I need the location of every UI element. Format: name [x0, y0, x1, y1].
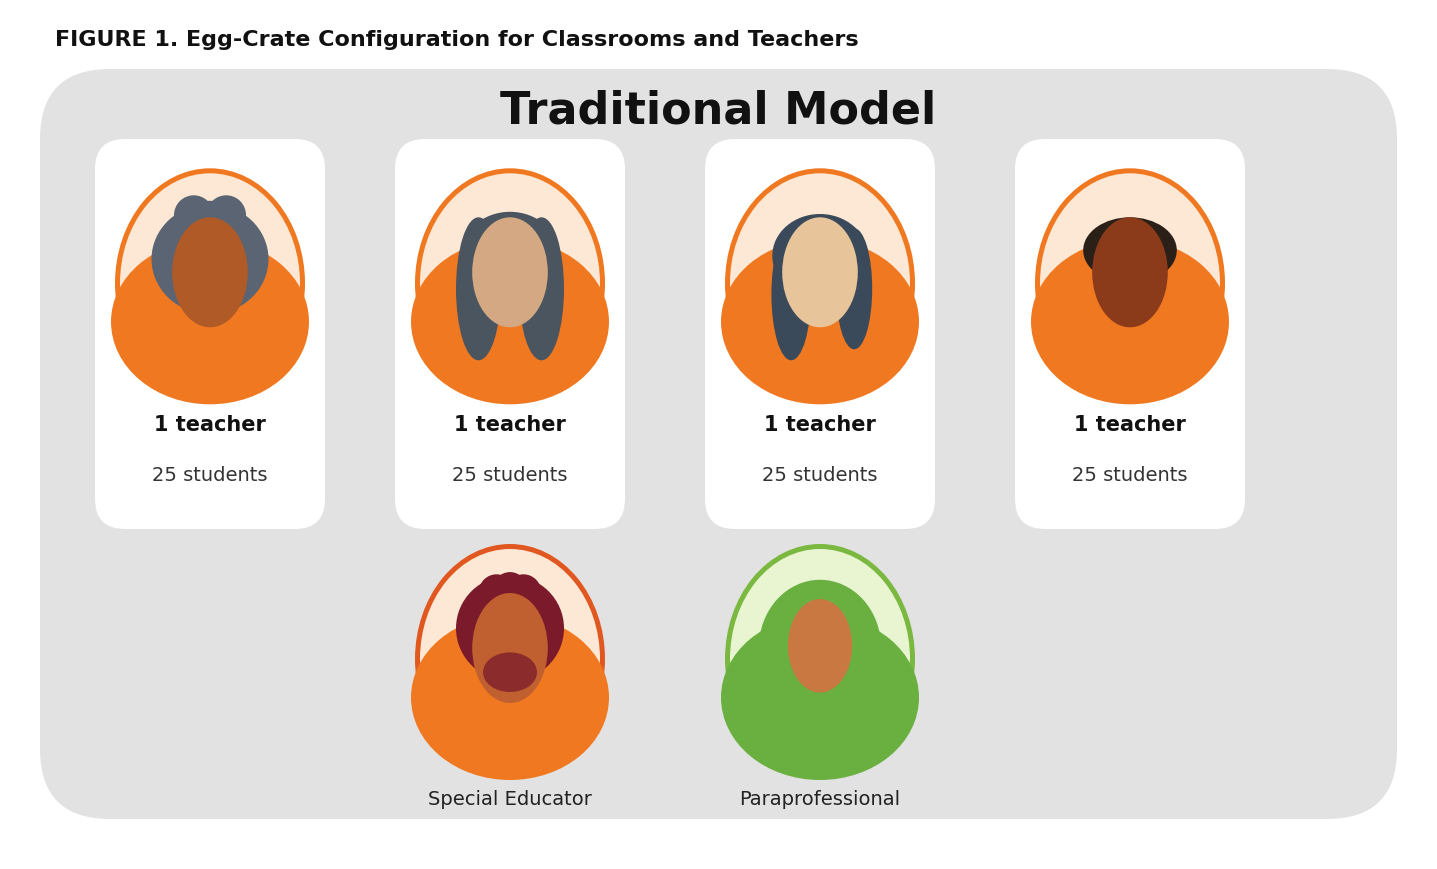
Text: 25 students: 25 students [453, 466, 568, 484]
Ellipse shape [411, 240, 609, 405]
Ellipse shape [479, 574, 514, 612]
Ellipse shape [420, 174, 601, 394]
Ellipse shape [190, 202, 230, 241]
Ellipse shape [111, 240, 309, 405]
Ellipse shape [1083, 218, 1177, 284]
Text: Special Educator: Special Educator [428, 789, 592, 808]
FancyBboxPatch shape [395, 140, 625, 529]
Ellipse shape [517, 611, 553, 648]
Ellipse shape [1092, 218, 1168, 328]
Ellipse shape [721, 240, 920, 405]
Ellipse shape [491, 573, 527, 610]
FancyBboxPatch shape [706, 140, 935, 529]
FancyBboxPatch shape [95, 140, 325, 529]
Ellipse shape [217, 229, 257, 269]
Ellipse shape [483, 653, 537, 693]
Ellipse shape [730, 174, 910, 394]
Ellipse shape [506, 574, 542, 612]
Ellipse shape [467, 611, 503, 648]
Text: 1 teacher: 1 teacher [454, 415, 566, 434]
Ellipse shape [1040, 174, 1220, 394]
Ellipse shape [782, 218, 858, 328]
Text: 1 teacher: 1 teacher [1073, 415, 1186, 434]
Text: Traditional Model: Traditional Model [500, 90, 937, 133]
Ellipse shape [772, 229, 810, 361]
FancyBboxPatch shape [40, 70, 1397, 819]
Ellipse shape [456, 576, 563, 681]
Ellipse shape [164, 229, 203, 269]
Ellipse shape [473, 218, 547, 328]
Ellipse shape [121, 174, 300, 394]
Text: Paraprofessional: Paraprofessional [740, 789, 901, 808]
Text: 1 teacher: 1 teacher [154, 415, 266, 434]
Ellipse shape [115, 169, 305, 399]
Ellipse shape [411, 615, 609, 780]
Ellipse shape [836, 229, 872, 350]
Ellipse shape [415, 169, 605, 399]
Ellipse shape [721, 615, 920, 780]
Ellipse shape [172, 218, 247, 328]
Ellipse shape [207, 196, 246, 235]
Ellipse shape [415, 544, 605, 774]
Text: FIGURE 1. Egg-Crate Configuration for Classrooms and Teachers: FIGURE 1. Egg-Crate Configuration for Cl… [55, 30, 859, 50]
Ellipse shape [730, 549, 910, 769]
FancyBboxPatch shape [1015, 140, 1244, 529]
Ellipse shape [456, 218, 502, 361]
Ellipse shape [759, 580, 881, 716]
Ellipse shape [726, 544, 915, 774]
Ellipse shape [174, 196, 214, 235]
Ellipse shape [473, 594, 547, 703]
Ellipse shape [1035, 169, 1224, 399]
Text: 25 students: 25 students [762, 466, 878, 484]
Ellipse shape [151, 205, 269, 315]
Ellipse shape [726, 169, 915, 399]
Text: 1 teacher: 1 teacher [764, 415, 877, 434]
Ellipse shape [519, 218, 563, 361]
Ellipse shape [764, 640, 875, 733]
Ellipse shape [420, 549, 601, 769]
Ellipse shape [1030, 240, 1229, 405]
Text: 25 students: 25 students [1072, 466, 1188, 484]
Ellipse shape [460, 213, 559, 301]
Ellipse shape [772, 215, 868, 298]
Ellipse shape [787, 600, 852, 693]
Text: 25 students: 25 students [152, 466, 267, 484]
